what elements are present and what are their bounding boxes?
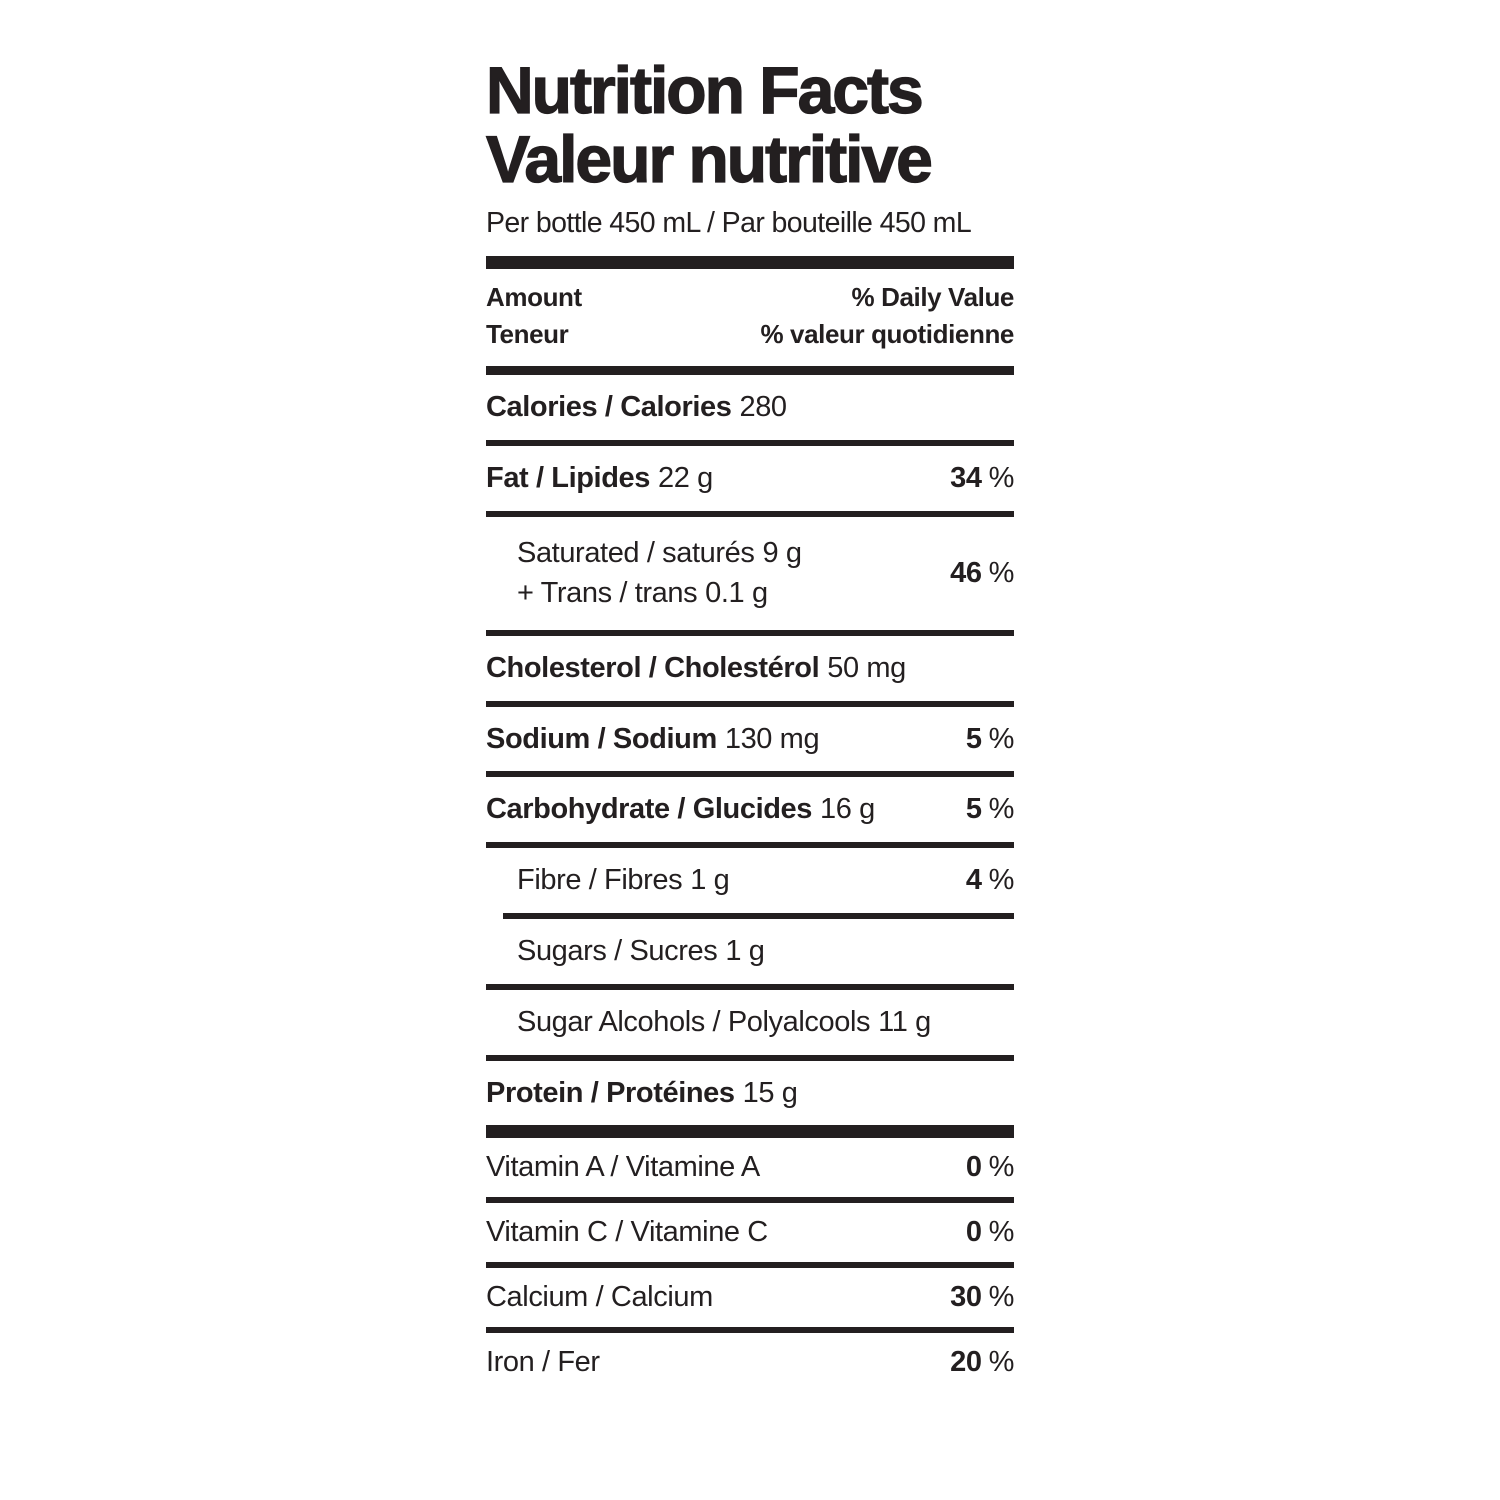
divider	[486, 439, 1014, 446]
header-daily-value-en: % Daily Value	[851, 281, 1015, 312]
header-daily-value-fr: % valeur quotidienne	[760, 319, 1015, 350]
divider	[486, 842, 1014, 849]
row-sugar-alcohols: Sugar Alcohols / Polyalcools 11 g	[517, 1005, 931, 1038]
daily-value-fat: 34%	[950, 461, 1014, 494]
divider-header	[486, 365, 1014, 375]
row-sodium: Sodium / Sodium 130 mg 5%	[486, 722, 1015, 755]
daily-value-saturated: 46%	[950, 556, 1014, 589]
column-header: Amount % Daily Value Teneur % valeur quo…	[486, 269, 1014, 366]
row-fibre: Fibre / Fibres 1 g 4%	[517, 864, 1015, 897]
row-vitamin-a: Vitamin A / Vitamine A 0%	[486, 1151, 1015, 1184]
daily-value-sodium: 5%	[965, 722, 1015, 755]
row-protein: Protein / Protéines 15 g	[486, 1076, 798, 1109]
daily-value-vitamin-a: 0%	[965, 1151, 1015, 1184]
serving-size: Per bottle 450 mL / Par bouteille 450 mL	[486, 206, 972, 239]
divider	[486, 1054, 1014, 1061]
daily-value-vitamin-c: 0%	[965, 1216, 1015, 1249]
divider-thick-micronutrients	[486, 1125, 1014, 1139]
divider	[486, 700, 1014, 707]
divider	[486, 1261, 1014, 1268]
row-vitamin-c: Vitamin C / Vitamine C 0%	[486, 1216, 1015, 1249]
row-calories: Calories / Calories 280	[486, 390, 787, 423]
row-iron: Iron / Fer 20%	[486, 1345, 1014, 1378]
divider	[486, 510, 1014, 517]
divider	[486, 771, 1014, 778]
divider	[486, 629, 1014, 636]
daily-value-carbohydrate: 5%	[965, 793, 1015, 826]
daily-value-calcium: 30%	[950, 1280, 1014, 1313]
daily-value-iron: 20%	[950, 1345, 1014, 1378]
row-saturated-trans: Saturated / saturés 9 g + Trans / trans 0.…	[517, 536, 1014, 610]
row-fat: Fat / Lipides 22 g 34%	[486, 461, 1014, 494]
divider	[486, 1197, 1014, 1204]
divider	[486, 983, 1014, 990]
divider	[486, 1326, 1014, 1333]
panel-title-french: Valeur nutritive	[485, 122, 933, 197]
row-sugars: Sugars / Sucres 1 g	[517, 934, 765, 967]
row-cholesterol: Cholesterol / Cholestérol 50 mg	[486, 651, 906, 684]
panel-title-english: Nutrition Facts	[485, 53, 924, 127]
divider-thick-top	[486, 255, 1014, 269]
header-amount-en: Amount	[486, 281, 582, 312]
row-calcium: Calcium / Calcium 30%	[486, 1280, 1014, 1313]
header-amount-fr: Teneur	[486, 319, 569, 350]
row-carbohydrate: Carbohydrate / Glucides 16 g 5%	[486, 793, 1015, 826]
daily-value-fibre: 4%	[965, 864, 1015, 897]
nutrition-facts-panel: Nutrition Facts Valeur nutritive Per bot…	[485, 53, 1015, 1392]
divider-indented	[503, 912, 1014, 919]
